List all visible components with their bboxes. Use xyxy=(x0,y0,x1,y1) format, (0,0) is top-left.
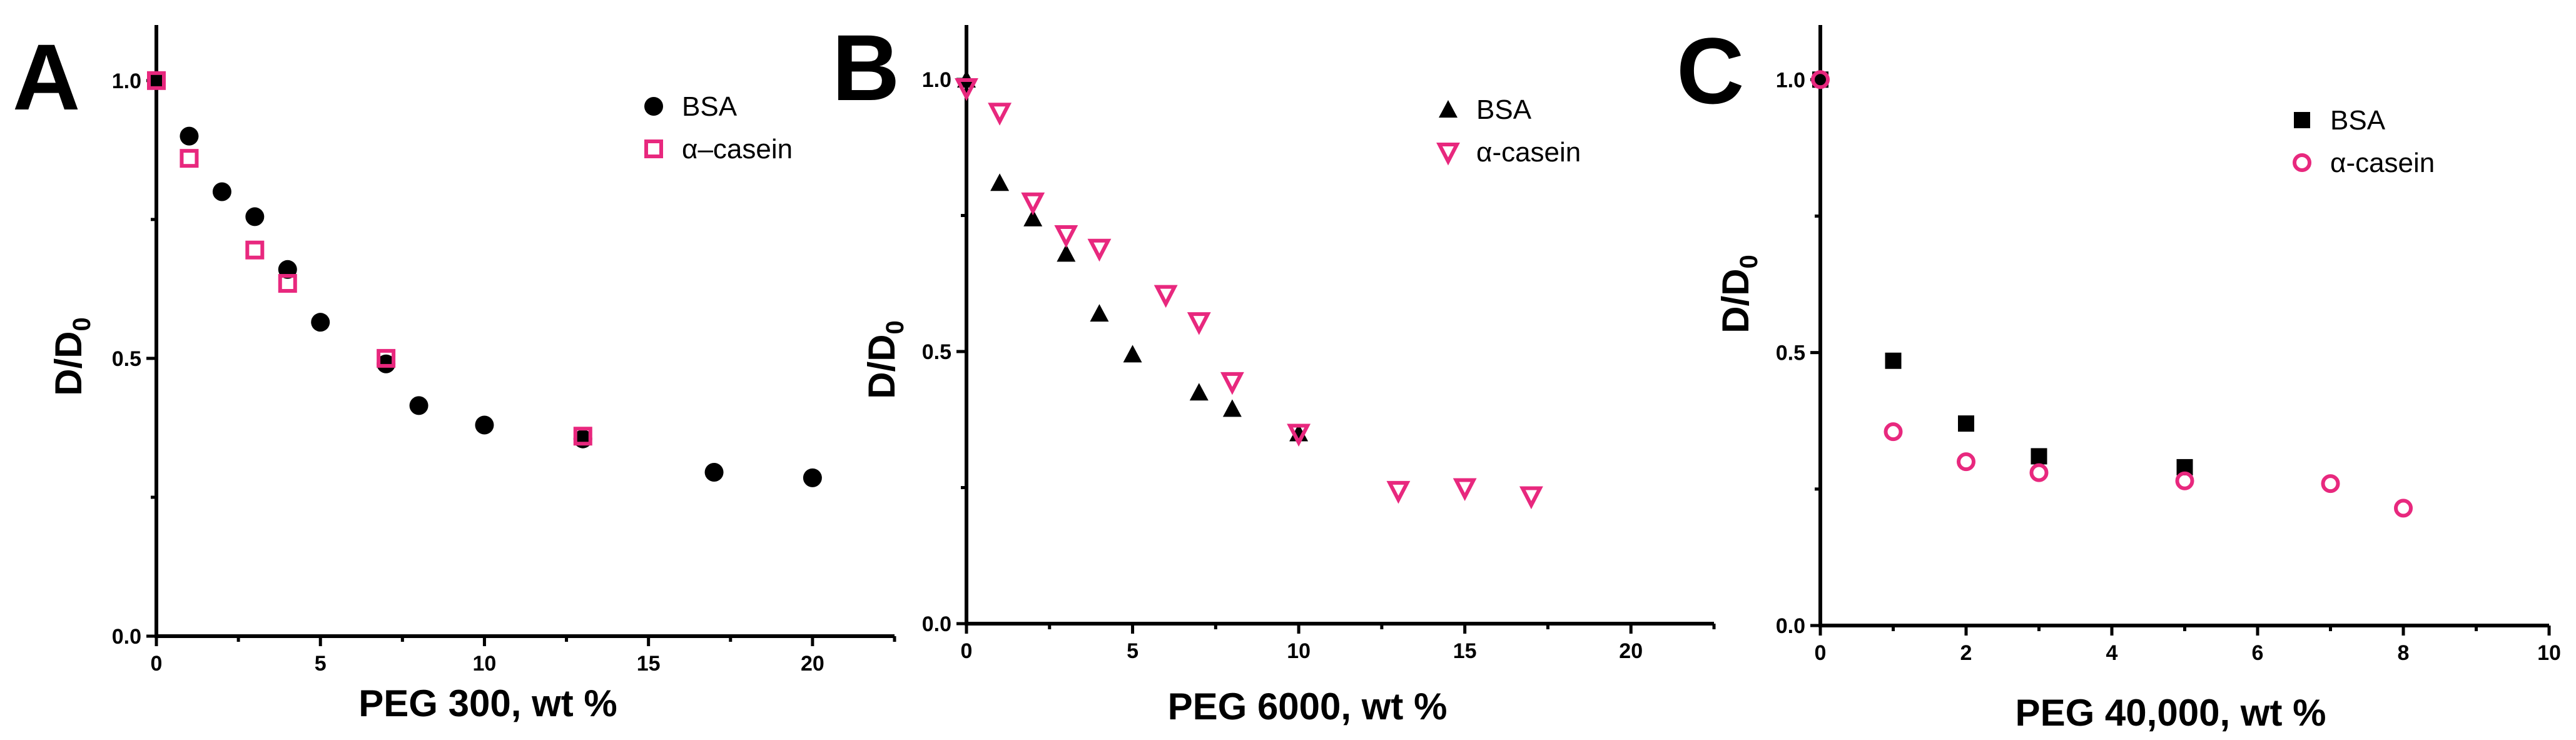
legend-label: BSA xyxy=(1476,94,1532,125)
data-point-alpha-casein xyxy=(988,103,1012,126)
data-point-alpha-casein xyxy=(377,348,396,368)
data-point-bsa xyxy=(803,468,822,487)
data-point-alpha-casein xyxy=(278,274,297,293)
x-tick-label: 5 xyxy=(315,652,327,676)
data-point-alpha-casein xyxy=(1087,238,1112,262)
data-point-alpha-casein xyxy=(1021,192,1045,216)
data-point-alpha-casein xyxy=(2175,471,2194,490)
y-tick-label: 0.5 xyxy=(1776,342,1805,365)
data-point-alpha-casein xyxy=(1811,70,1830,89)
x-tick-label: 10 xyxy=(473,652,497,676)
data-point-bsa xyxy=(377,354,396,373)
x-tick-label: 6 xyxy=(2252,641,2264,665)
x-axis-title: PEG 6000, wt % xyxy=(1168,686,1448,727)
data-point-alpha-casein xyxy=(1957,452,1975,472)
legend-label: α–casein xyxy=(682,134,793,165)
data-point-alpha-casein xyxy=(1386,480,1411,504)
panel-a: A D/D0 PEG 300, wt % 0 5 10 15 20 0.0 0.5 1.0 B… xyxy=(13,24,896,724)
data-point-bsa xyxy=(1023,208,1043,226)
data-point-alpha-casein xyxy=(1220,372,1244,395)
x-tick-label: 10 xyxy=(2537,641,2561,665)
data-point-bsa xyxy=(990,173,1010,191)
data-point-bsa xyxy=(212,182,231,201)
panel-letter: A xyxy=(13,24,80,129)
x-tick-label: 4 xyxy=(2106,641,2118,665)
y-axis-title: D/D0 xyxy=(48,317,96,396)
data-point-alpha-casein xyxy=(180,149,199,168)
legend-marker xyxy=(644,97,663,116)
data-point-bsa xyxy=(1123,345,1142,363)
data-point-alpha-casein xyxy=(1054,225,1078,248)
y-tick-label: 0.0 xyxy=(1776,614,1805,638)
x-tick-label: 10 xyxy=(1287,639,1311,663)
data-point-bsa xyxy=(409,396,428,415)
data-point-bsa xyxy=(311,313,330,332)
panel-letter: C xyxy=(1676,18,1744,123)
panel-c: C D/D0 PEG 40,000, wt % 0 2 4 6 8 10 0.0 0.5 1.0… xyxy=(1676,18,2561,734)
data-point-bsa xyxy=(180,126,199,146)
data-point-bsa xyxy=(1222,399,1242,417)
y-tick-label: 0.5 xyxy=(922,340,951,364)
y-tick-label: 1.0 xyxy=(922,68,951,92)
x-tick-label: 0 xyxy=(151,652,163,676)
data-point-bsa xyxy=(1189,383,1209,401)
data-point-alpha-casein xyxy=(245,240,265,260)
data-point-alpha-casein xyxy=(573,427,592,446)
legend-marker xyxy=(1436,143,1460,166)
x-axis-title: PEG 300, wt % xyxy=(358,682,617,724)
x-tick-label: 20 xyxy=(1619,639,1643,663)
data-point-bsa xyxy=(1958,415,1974,432)
legend-marker xyxy=(2293,153,2311,172)
data-point-bsa xyxy=(147,71,166,90)
y-axis-title: D/D0 xyxy=(1715,255,1763,333)
panel-letter: B xyxy=(832,15,900,120)
y-tick-label: 0.0 xyxy=(112,625,141,649)
data-point-alpha-casein xyxy=(2029,463,2049,482)
y-tick-label: 0.0 xyxy=(922,612,951,636)
x-tick-label: 5 xyxy=(1127,639,1138,663)
x-axis-title: PEG 40,000, wt % xyxy=(2016,692,2326,734)
data-point-bsa xyxy=(1057,244,1076,262)
data-point-alpha-casein xyxy=(1453,478,1477,502)
legend-marker xyxy=(2294,112,2310,128)
x-tick-label: 15 xyxy=(637,652,661,676)
data-point-alpha-casein xyxy=(1884,422,1903,442)
legend-marker xyxy=(644,139,663,158)
data-point-bsa xyxy=(2031,448,2047,465)
data-point-alpha-casein xyxy=(1519,486,1543,510)
legend-label: α-casein xyxy=(2330,148,2435,178)
y-tick-label: 1.0 xyxy=(112,69,141,93)
data-point-alpha-casein xyxy=(147,71,166,90)
x-tick-label: 8 xyxy=(2398,641,2410,665)
y-axis-title: D/D0 xyxy=(861,320,909,399)
x-tick-label: 15 xyxy=(1453,639,1477,663)
data-point-alpha-casein xyxy=(2394,499,2413,518)
legend-label: α-casein xyxy=(1476,137,1581,168)
data-point-bsa xyxy=(475,415,494,435)
data-point-bsa xyxy=(704,462,724,482)
data-point-bsa xyxy=(245,207,265,226)
x-tick-label: 20 xyxy=(801,652,824,676)
legend-marker xyxy=(1439,100,1458,118)
y-tick-label: 0.5 xyxy=(112,347,141,371)
x-tick-label: 2 xyxy=(1960,641,1972,665)
x-tick-label: 0 xyxy=(961,639,973,663)
legend-label: BSA xyxy=(682,91,738,122)
data-point-alpha-casein xyxy=(955,78,978,101)
data-point-alpha-casein xyxy=(1187,312,1211,335)
x-tick-label: 0 xyxy=(1815,641,1827,665)
y-tick-label: 1.0 xyxy=(1776,68,1805,92)
data-point-alpha-casein xyxy=(1154,285,1178,308)
data-point-bsa xyxy=(1090,304,1109,322)
panel-b: B D/D0 PEG 6000, wt % 0 5 10 15 200.00.51.0 … xyxy=(832,15,1716,727)
data-point-bsa xyxy=(1885,352,1902,369)
data-point-alpha-casein xyxy=(1287,423,1311,447)
legend-label: BSA xyxy=(2330,105,2386,136)
data-point-alpha-casein xyxy=(2321,474,2340,494)
